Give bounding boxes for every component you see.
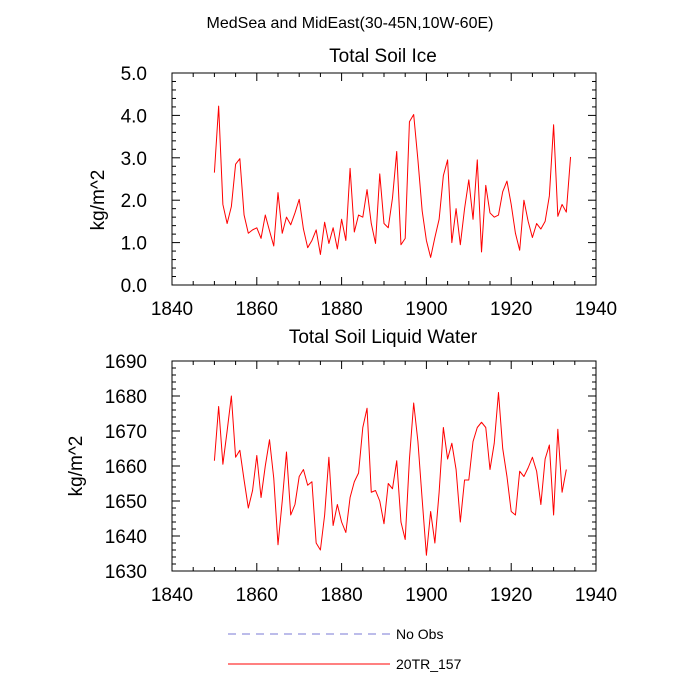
- x-tick-label: 1920: [490, 299, 532, 320]
- plot-frame: [171, 360, 597, 572]
- panel-total-soil-ice: Total Soil Ice kg/m^2 1840 1860 1880 1900 19…: [88, 46, 617, 320]
- x-tick-label: 1900: [405, 299, 447, 320]
- figure-title: MedSea and MidEast(30-45N,10W-60E): [207, 15, 494, 32]
- x-tick-label: 1860: [236, 585, 278, 606]
- y-tick-label: 2.0: [121, 191, 147, 212]
- y-tick-label: 5.0: [121, 64, 147, 85]
- y-tick-label: 1640: [105, 527, 147, 548]
- y-tick-label: 4.0: [121, 106, 147, 127]
- y-tick-label: 0.0: [121, 276, 147, 297]
- y-tick-label: 1670: [105, 422, 147, 443]
- y-tick-label: 1660: [105, 457, 147, 478]
- x-tick-label: 1940: [575, 585, 617, 606]
- y-axis-label: kg/m^2: [88, 170, 109, 231]
- x-tick-label: 1920: [490, 585, 532, 606]
- x-tick-label: 1860: [236, 299, 278, 320]
- y-tick-label: 1.0: [121, 234, 147, 255]
- plot-frame: [171, 72, 597, 286]
- legend-label-no-obs: No Obs: [396, 626, 443, 642]
- panel-title: Total Soil Liquid Water: [289, 327, 478, 348]
- y-axis-label: kg/m^2: [66, 436, 87, 497]
- legend: No Obs 20TR_157: [228, 626, 462, 672]
- series-line-20tr-157: [213, 392, 567, 556]
- panel-title: Total Soil Ice: [329, 46, 437, 67]
- series-line-20tr-157: [213, 105, 572, 258]
- x-tick-label: 1880: [320, 585, 362, 606]
- x-tick-label: 1840: [151, 585, 193, 606]
- y-tick-label: 1690: [105, 352, 147, 373]
- x-tick-label: 1940: [575, 299, 617, 320]
- y-tick-label: 1630: [105, 562, 147, 583]
- x-tick-label: 1900: [405, 585, 447, 606]
- x-tick-label: 1880: [320, 299, 362, 320]
- x-tick-label: 1840: [151, 299, 193, 320]
- y-tick-label: 1650: [105, 492, 147, 513]
- panel-total-soil-liquid-water: Total Soil Liquid Water kg/m^2 1840 1860 1…: [66, 327, 617, 606]
- legend-label-20tr-157: 20TR_157: [396, 656, 462, 672]
- y-tick-label: 1680: [105, 387, 147, 408]
- y-tick-label: 3.0: [121, 149, 147, 170]
